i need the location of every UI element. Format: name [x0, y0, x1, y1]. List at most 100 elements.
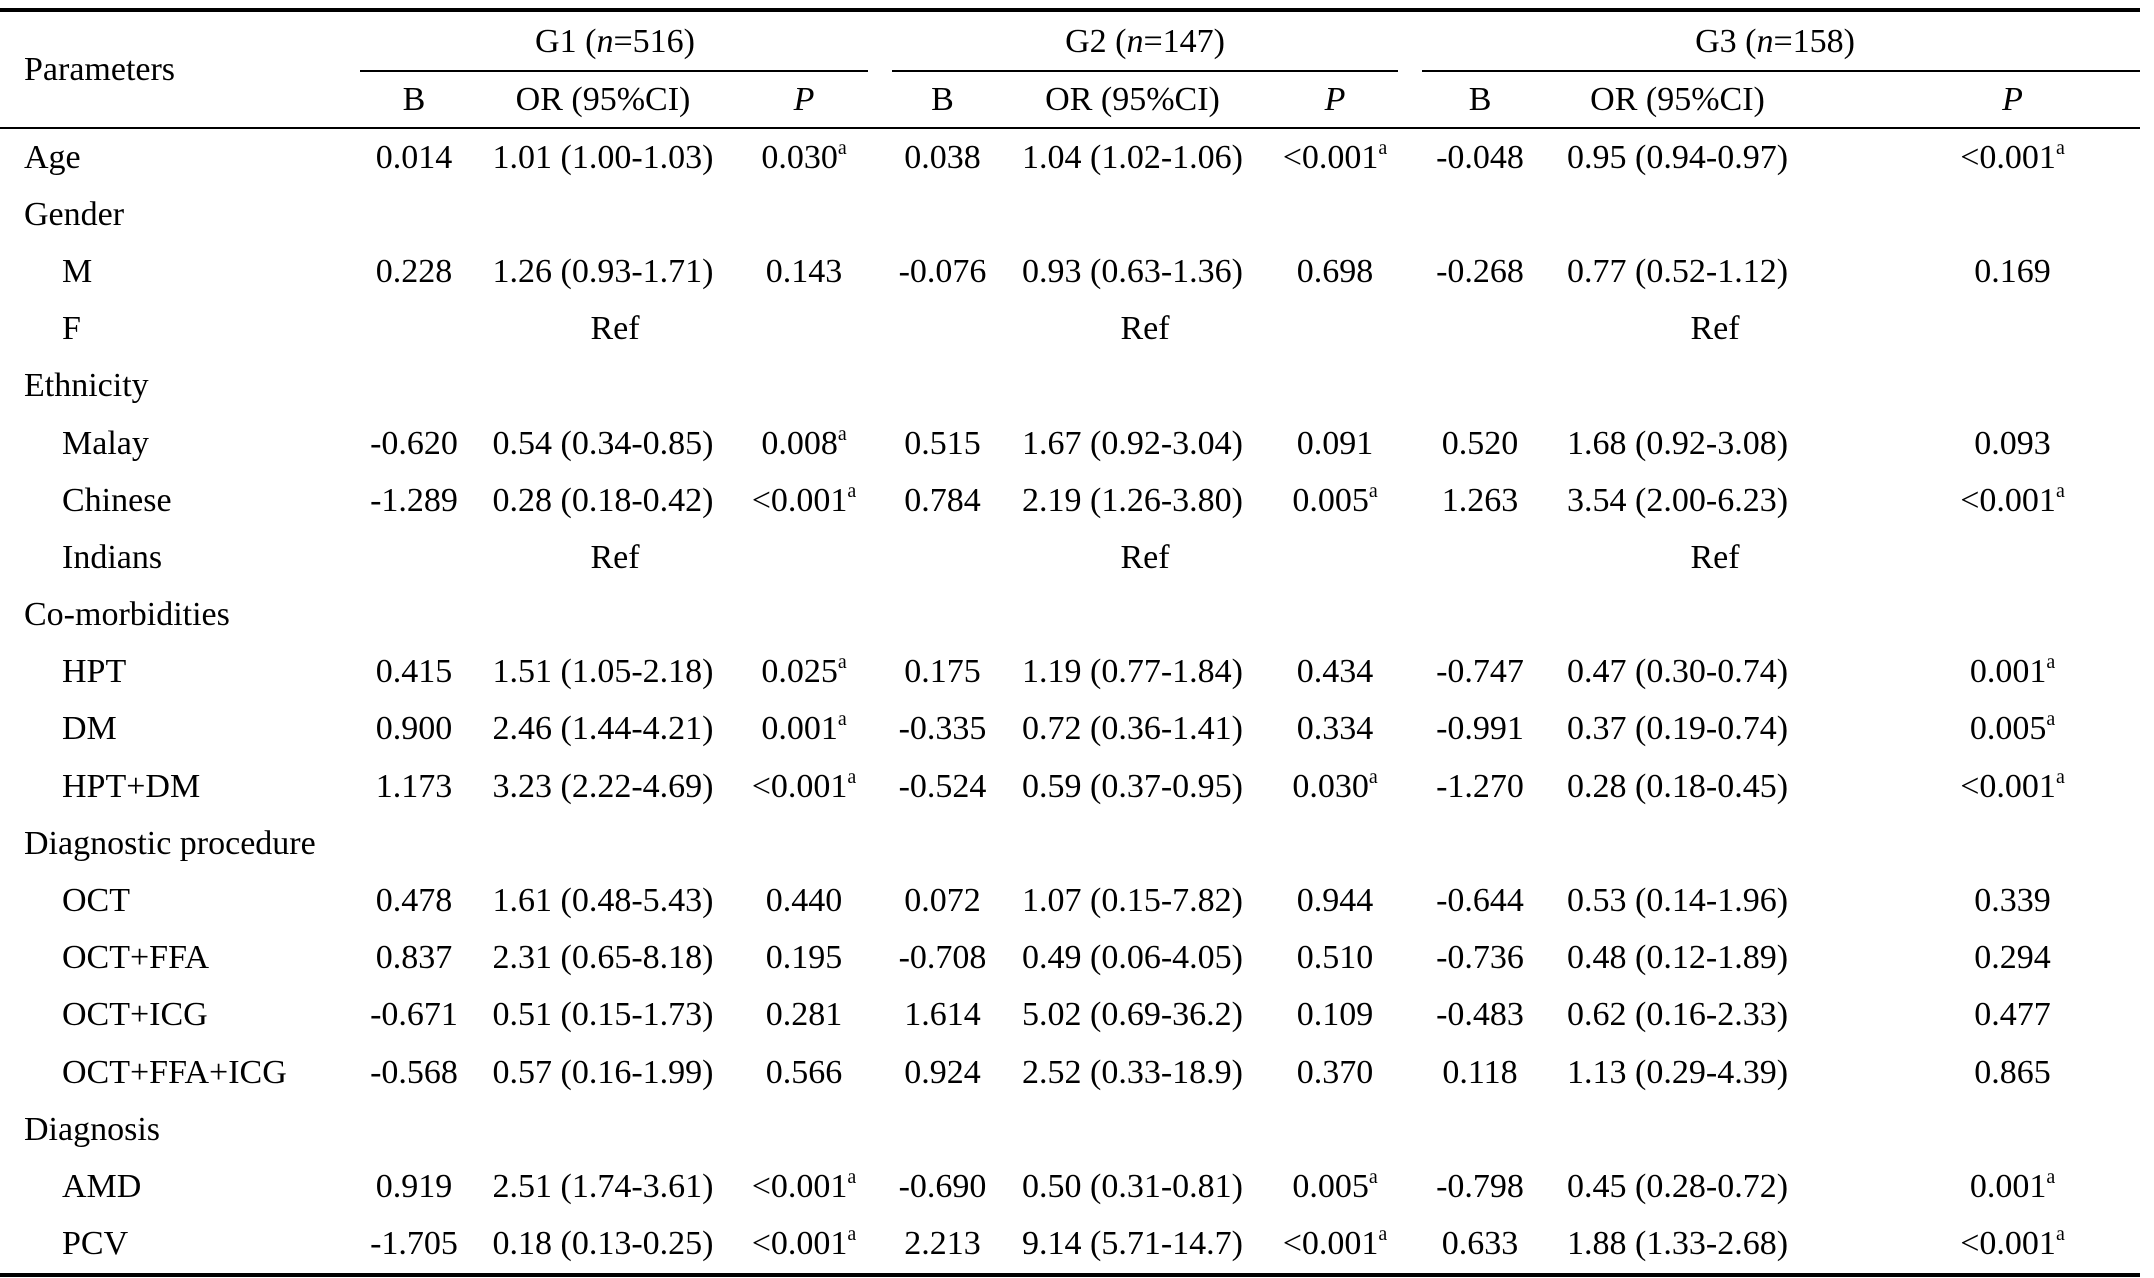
col-p-g3: P	[1805, 72, 2141, 129]
p-value: 0.294	[1974, 939, 2051, 977]
col-or-g2: OR (95%CI)	[1005, 72, 1261, 129]
row-label: OCT+ICG	[62, 996, 208, 1034]
empty-cell	[1410, 358, 1550, 415]
significance-marker: a	[2055, 136, 2065, 159]
b-value: -1.270	[1436, 767, 1524, 805]
b-value: 0.924	[904, 1053, 981, 1091]
b-value: 1.263	[1441, 481, 1519, 519]
p-value: 0.440	[765, 882, 843, 920]
or-value: 5.02 (0.69-36.2)	[1022, 996, 1243, 1034]
p-value: 0.281	[765, 996, 843, 1034]
p-value: 0.093	[1974, 424, 2051, 462]
empty-cell	[478, 186, 728, 243]
empty-cell	[1805, 587, 2140, 644]
or-value: 0.53 (0.14-1.96)	[1567, 882, 1789, 920]
p-value: <0.001a	[1805, 1215, 2141, 1277]
p-value: <0.001a	[751, 1165, 857, 1205]
empty-cell	[1260, 587, 1410, 644]
significance-marker: a	[2046, 651, 2056, 674]
p-value: 0.005a	[1292, 479, 1378, 519]
row-group-heading: Diagnostic procedure	[24, 824, 316, 862]
significance-marker: a	[2046, 708, 2056, 731]
or-value: 0.59 (0.37-0.95)	[1022, 767, 1243, 805]
empty-cell	[880, 358, 1005, 415]
table-row: Gender	[0, 186, 2140, 243]
empty-cell	[1550, 358, 1805, 415]
or-value: 0.93 (0.63-1.36)	[1022, 252, 1243, 290]
header-row-columns: B OR (95%CI) P B OR (95%CI) P B OR (95%C…	[0, 72, 2141, 129]
b-value: 0.038	[904, 138, 981, 176]
p-value: <0.001a	[728, 1215, 881, 1277]
or-value: 1.61 (0.48-5.43)	[492, 882, 714, 920]
empty-cell	[1410, 1101, 1550, 1158]
group-header-g3: G3 (n=158)	[1410, 8, 2141, 72]
row-group-heading: Ethnicity	[24, 367, 149, 405]
p-value: 0.143	[765, 252, 843, 290]
or-value: 2.46 (1.44-4.21)	[492, 710, 714, 748]
p-value: 0.865	[1974, 1053, 2051, 1091]
b-value: 0.175	[904, 653, 981, 691]
or-value: 3.23 (2.22-4.69)	[492, 767, 714, 805]
p-value: 0.434	[1296, 653, 1374, 691]
b-value: -0.644	[1436, 882, 1524, 920]
b-value: 0.072	[904, 882, 981, 920]
empty-cell	[350, 186, 478, 243]
empty-cell	[1550, 186, 1805, 243]
group-header-g1: G1 (n=516)	[350, 8, 881, 72]
b-value: -0.268	[1436, 252, 1524, 290]
row-label: DM	[62, 710, 117, 748]
or-value: 1.51 (1.05-2.18)	[492, 653, 714, 691]
b-value: -0.335	[898, 710, 987, 748]
empty-cell	[1550, 587, 1805, 644]
p-value: 0.091	[1296, 424, 1374, 462]
or-value: 1.04 (1.02-1.06)	[1022, 138, 1243, 176]
or-value: 0.49 (0.06-4.05)	[1022, 939, 1243, 977]
table-row: Indians Ref Ref Ref	[0, 529, 2140, 586]
p-value: 0.001a	[761, 708, 847, 748]
or-value: 0.50 (0.31-0.81)	[1022, 1167, 1243, 1205]
or-value: 0.37 (0.19-0.74)	[1567, 710, 1789, 748]
or-value: 2.31 (0.65-8.18)	[492, 939, 714, 977]
b-value: 1.614	[904, 996, 981, 1034]
p-value: 0.698	[1296, 252, 1374, 290]
empty-cell	[728, 186, 880, 243]
row-label: F	[62, 310, 81, 348]
b-value: -0.620	[370, 424, 458, 462]
empty-cell	[1260, 358, 1410, 415]
empty-cell	[880, 1101, 1005, 1158]
row-label: OCT+FFA	[62, 939, 210, 977]
b-value: 0.784	[904, 481, 981, 519]
b-value: 0.520	[1441, 424, 1519, 462]
row-label: HPT	[62, 653, 127, 691]
empty-cell	[478, 1101, 728, 1158]
table-row: Diagnosis	[0, 1101, 2140, 1158]
significance-marker: a	[1368, 1165, 1378, 1188]
b-value: 2.213	[880, 1215, 1006, 1277]
col-b-g2: B	[880, 72, 1006, 129]
significance-marker: a	[847, 1223, 857, 1246]
empty-cell	[1805, 815, 2140, 872]
p-value: 0.334	[1296, 710, 1374, 748]
row-label: Age	[24, 138, 81, 176]
or-value: 2.19 (1.26-3.80)	[1022, 481, 1243, 519]
or-value: 3.54 (2.00-6.23)	[1567, 481, 1789, 519]
reference-cell: Ref	[590, 310, 640, 348]
p-value: <0.001a	[1960, 479, 2065, 519]
table-row: OCT+FFA 0.837 2.31 (0.65-8.18) 0.195 -0.708 0…	[0, 930, 2140, 987]
empty-cell	[1005, 587, 1260, 644]
or-value: 1.01 (1.00-1.03)	[492, 138, 714, 176]
empty-cell	[1260, 1101, 1410, 1158]
b-value: 0.837	[375, 939, 453, 977]
p-value: 0.025a	[761, 651, 847, 691]
row-label: Malay	[62, 424, 149, 462]
table-row: Diagnostic procedure	[0, 815, 2140, 872]
b-value: -1.289	[370, 481, 458, 519]
significance-marker: a	[2055, 765, 2065, 788]
b-value: 0.014	[375, 138, 453, 176]
table-row: AMD 0.919 2.51 (1.74-3.61) <0.001a -0.690 0.5…	[0, 1158, 2140, 1215]
reference-cell: Ref	[1120, 538, 1170, 576]
significance-marker: a	[1368, 479, 1378, 502]
table-row: Age 0.014 1.01 (1.00-1.03) 0.030a 0.038 1.04 …	[0, 128, 2140, 186]
table-row: DM 0.900 2.46 (1.44-4.21) 0.001a -0.335 0.72 …	[0, 701, 2140, 758]
b-value: 0.900	[375, 710, 453, 748]
